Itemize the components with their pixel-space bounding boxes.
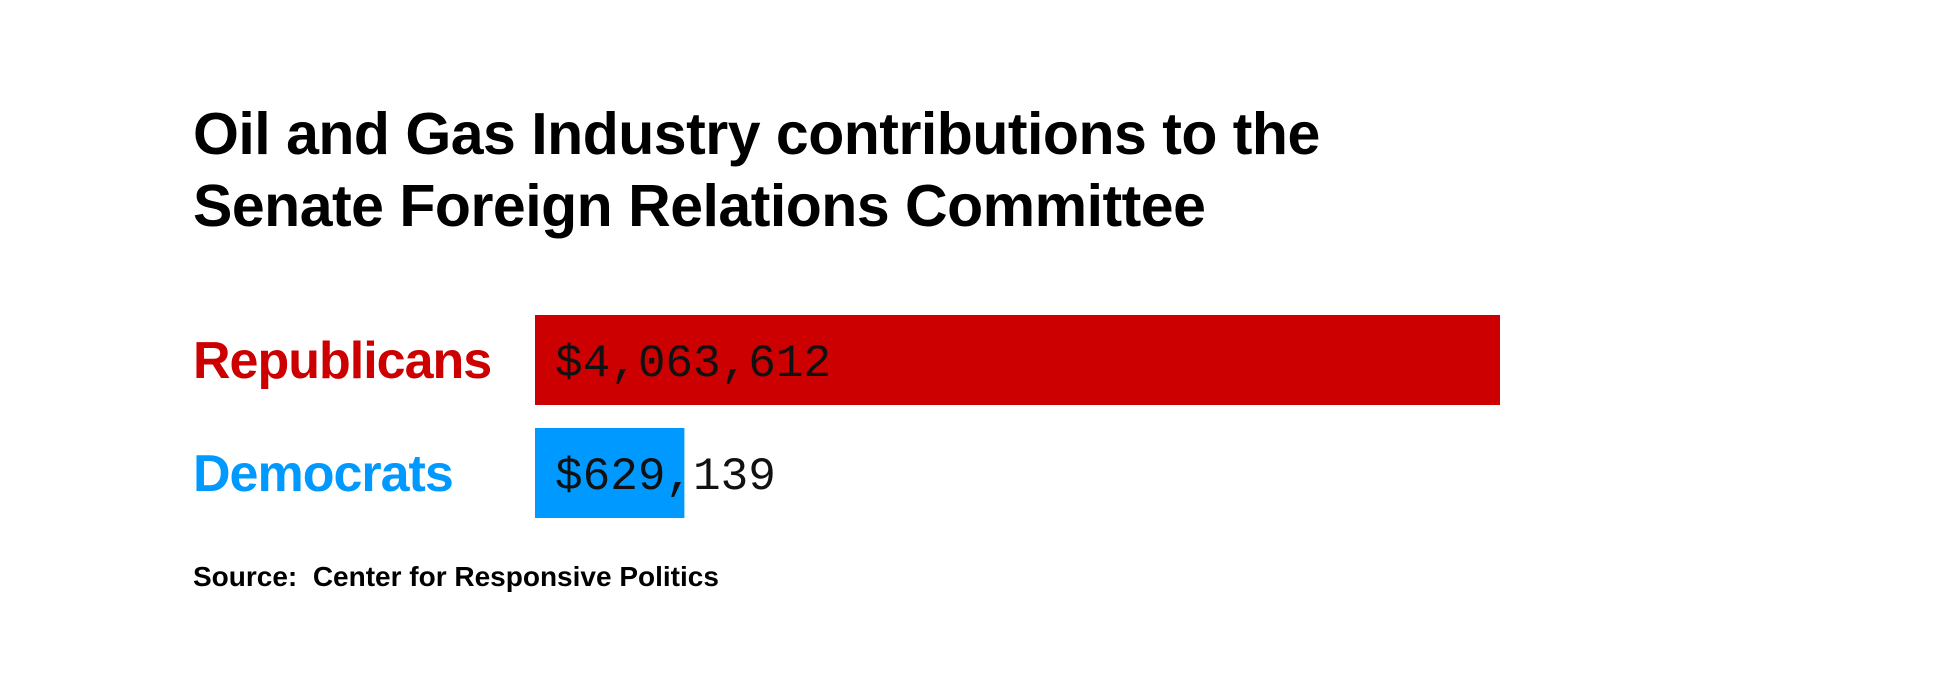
bar-republicans bbox=[535, 315, 1500, 405]
source-label: Source: bbox=[193, 561, 298, 592]
value-label-democrats: $629,139 bbox=[555, 451, 776, 503]
category-label-democrats: Democrats bbox=[193, 445, 453, 503]
source-note: Source: Center for Responsive Politics bbox=[193, 561, 719, 593]
chart-title-line-2: Senate Foreign Relations Committee bbox=[193, 173, 1206, 239]
chart-title-line-1: Oil and Gas Industry contributions to th… bbox=[193, 101, 1320, 167]
value-label-republicans: $4,063,612 bbox=[555, 338, 831, 390]
category-label-republicans: Republicans bbox=[193, 332, 491, 390]
source-text: Center for Responsive Politics bbox=[312, 561, 719, 592]
bar-democrats bbox=[535, 428, 685, 518]
chart-title: Oil and Gas Industry contributions to th… bbox=[193, 98, 1493, 242]
